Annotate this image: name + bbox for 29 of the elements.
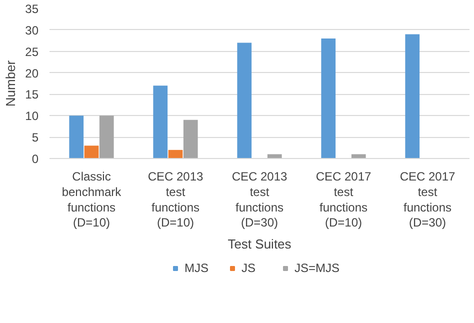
y-tick-label: 20	[25, 66, 39, 80]
x-tick-label: CEC 2017 test functions (D=30)	[400, 170, 456, 230]
bar	[69, 116, 84, 158]
y-tick-label: 5	[32, 130, 39, 145]
y-tick-label: 0	[32, 152, 39, 166]
bar	[183, 120, 198, 158]
bar	[267, 154, 282, 158]
legend-label: JS=MJS	[294, 261, 340, 275]
x-tick-label: CEC 2017 test functions (D=10)	[316, 170, 372, 230]
bar	[321, 38, 336, 158]
y-tick-label: 10	[25, 109, 39, 124]
y-tick-label: 35	[25, 2, 39, 16]
bar	[351, 154, 366, 158]
bar	[237, 42, 252, 158]
x-tick-label: Classic benchmark functions (D=10)	[62, 170, 122, 230]
bar	[153, 86, 168, 158]
bar	[99, 116, 114, 158]
y-tick-label: 30	[25, 23, 39, 38]
y-axis-title: Number	[3, 60, 18, 107]
legend-label: MJS	[184, 261, 208, 275]
x-tick-label: CEC 2013 test functions (D=30)	[232, 170, 288, 230]
bar	[168, 150, 183, 158]
bar	[84, 146, 99, 158]
y-tick-label: 25	[25, 44, 39, 59]
x-tick-label: CEC 2013 test functions (D=10)	[148, 170, 204, 230]
bar	[405, 34, 420, 158]
y-tick-label: 15	[25, 88, 39, 102]
x-axis-title: Test Suites	[228, 236, 292, 252]
legend-label: JS	[241, 261, 256, 275]
